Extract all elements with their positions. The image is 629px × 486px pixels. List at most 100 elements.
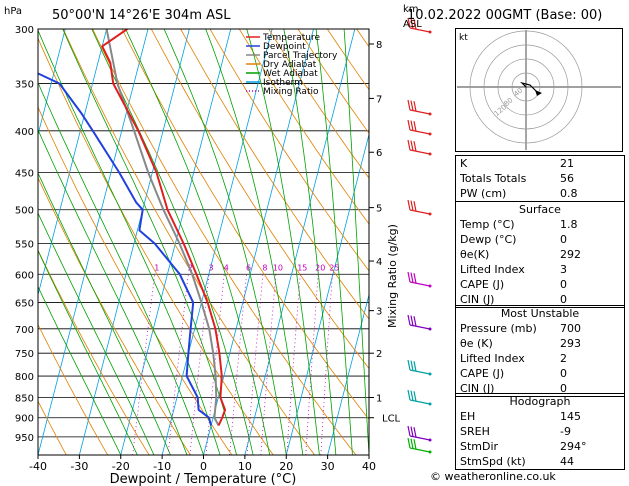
legend-label: Dry Adiabat bbox=[263, 60, 317, 70]
x-tick-label: 10 bbox=[238, 460, 252, 473]
wind-barb-feather bbox=[407, 139, 411, 151]
pressure-tick-label: 700 bbox=[15, 325, 34, 336]
wind-barb-staff bbox=[409, 209, 431, 215]
mixing-ratio-labels: 1 2 3 4 6 8 10 15 20 25 bbox=[154, 263, 339, 272]
profiles bbox=[38, 29, 227, 426]
wind-barb-dot bbox=[428, 212, 432, 216]
indices-table: K 21 Totals Totals 56 PW (cm) 0.8 bbox=[455, 155, 625, 202]
km-tick-label: 6 bbox=[376, 148, 382, 159]
wind-barb-feather bbox=[407, 359, 411, 371]
mixing-ratio-label: 15 bbox=[297, 263, 307, 272]
mu-row: CIN (J) 0 bbox=[456, 381, 624, 396]
surface-row: θe(K) 292 bbox=[456, 247, 624, 262]
wet-adiabat-line bbox=[343, 29, 369, 455]
mu-value: 700 bbox=[560, 322, 581, 335]
wind-barb-feather bbox=[413, 19, 417, 30]
wind-barb-feather bbox=[407, 99, 411, 111]
wet-adiabat-line bbox=[38, 29, 221, 455]
hodo-label: StmDir bbox=[460, 440, 499, 453]
mu-value: 0 bbox=[560, 367, 567, 380]
mixing-ratio-label: 1 bbox=[154, 263, 159, 272]
legend-label: Temperature bbox=[262, 33, 320, 43]
index-label: Totals Totals bbox=[460, 172, 527, 185]
legend-label: Mixing Ratio bbox=[263, 87, 319, 97]
surface-row: Temp (°C) 1.8 bbox=[456, 217, 624, 232]
temperature-axis: -40 -30 -20 -10 0 10 20 30 40 bbox=[29, 455, 376, 473]
wind-barb-feather bbox=[410, 200, 414, 211]
wind-barb-feather bbox=[407, 389, 411, 401]
wet-adiabat-line bbox=[163, 29, 287, 455]
wind-barb-dot bbox=[428, 132, 432, 136]
hodo-value: 145 bbox=[560, 410, 581, 423]
hodo-row: SREH -9 bbox=[456, 424, 624, 439]
mu-value: 2 bbox=[560, 352, 567, 365]
plot-frame bbox=[37, 28, 370, 456]
wet-adiabat-line bbox=[38, 285, 122, 455]
pressure-tick-label: 300 bbox=[15, 25, 34, 36]
wind-barb-dot bbox=[428, 112, 432, 116]
legend-label: Isotherm bbox=[263, 78, 303, 88]
wind-barb-staff bbox=[409, 447, 431, 453]
mu-label: Pressure (mb) bbox=[460, 322, 537, 335]
wind-barb-feather bbox=[413, 121, 417, 132]
index-value: 56 bbox=[560, 172, 574, 185]
wind-barb-dot bbox=[428, 327, 432, 331]
wind-barb-feather bbox=[413, 439, 417, 450]
mixing-ratio-label: 20 bbox=[315, 263, 325, 272]
wet-adiabat-line bbox=[38, 81, 204, 455]
location-title: 50°00'N 14°26'E 304m ASL bbox=[52, 8, 231, 23]
x-tick-label: -30 bbox=[70, 460, 88, 473]
wet-adiabat-line bbox=[38, 171, 171, 455]
dry-adiabat-line bbox=[268, 29, 369, 179]
most-unstable-title: Most Unstable bbox=[500, 307, 580, 320]
mixing-ratio-label: 25 bbox=[329, 263, 339, 272]
pressure-tick-label: 550 bbox=[15, 239, 34, 250]
pressure-unit: hPa bbox=[4, 6, 22, 17]
lcl-label: LCL bbox=[382, 414, 401, 425]
mu-value: 293 bbox=[560, 337, 581, 350]
wind-barb bbox=[407, 425, 432, 442]
isotherm-line bbox=[244, 29, 356, 455]
hodo-value: 294° bbox=[560, 440, 587, 453]
km-tick-label: 8 bbox=[376, 40, 382, 51]
surface-value: 0 bbox=[560, 293, 567, 306]
wind-barb-feather bbox=[410, 272, 414, 283]
dry-adiabat-line bbox=[238, 29, 369, 225]
wind-barb-staff bbox=[409, 129, 431, 135]
pressure-tick-label: 450 bbox=[15, 168, 34, 179]
hodograph-ring bbox=[511, 72, 541, 102]
surface-value: 1.8 bbox=[560, 218, 578, 231]
dry-adiabat-line bbox=[38, 249, 150, 455]
surface-value: 3 bbox=[560, 263, 567, 276]
x-tick-label: -10 bbox=[153, 460, 171, 473]
hodo-label: SREH bbox=[460, 425, 490, 438]
hodograph-trace bbox=[520, 81, 537, 92]
index-label: K bbox=[460, 157, 468, 170]
wet-adiabat-line bbox=[283, 29, 337, 455]
hodo-label: EH bbox=[460, 410, 476, 423]
wind-barb bbox=[407, 314, 432, 331]
pressure-tick-label: 650 bbox=[15, 299, 34, 310]
mu-row: Lifted Index 2 bbox=[456, 351, 624, 366]
pressure-tick-label: 750 bbox=[15, 349, 34, 360]
surface-title: Surface bbox=[519, 203, 561, 216]
wind-barb bbox=[407, 359, 432, 376]
index-row: K 21 bbox=[456, 156, 624, 171]
legend-label: Wet Adiabat bbox=[263, 69, 318, 79]
wind-barb-staff bbox=[409, 399, 431, 405]
hodograph-frame bbox=[455, 28, 623, 152]
surface-row: CAPE (J) 0 bbox=[456, 277, 624, 292]
pressure-axis: 300 350 400 450 500 550 600 650 700 750 800 850 900 9… bbox=[15, 25, 34, 444]
mu-label: Lifted Index bbox=[460, 352, 525, 365]
wind-barb-staff bbox=[409, 435, 431, 441]
wet-adiabat-line bbox=[315, 29, 353, 455]
mu-row: θe (K) 293 bbox=[456, 336, 624, 351]
mixing-ratio-line bbox=[305, 274, 319, 455]
surface-row: Dewp (°C) 0 bbox=[456, 232, 624, 247]
wind-barb-dot bbox=[428, 284, 432, 288]
wind-barb-feather bbox=[410, 438, 414, 449]
dry-adiabat-line bbox=[180, 29, 369, 320]
isotherm-line bbox=[161, 29, 273, 455]
pressure-tick-label: 950 bbox=[15, 433, 34, 444]
mu-label: CIN (J) bbox=[460, 382, 495, 395]
